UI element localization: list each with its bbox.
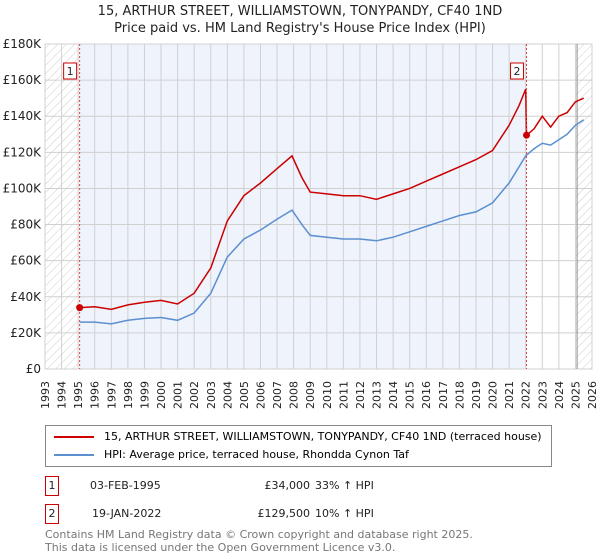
x-tick-label: 2005	[238, 381, 251, 409]
sale-point	[523, 131, 531, 139]
y-tick-label: £20K	[10, 326, 42, 340]
transaction-date: 19-JAN-2022	[92, 507, 162, 520]
y-tick-label: £40K	[10, 290, 42, 304]
transaction-hpi: 33% ↑ HPI	[315, 479, 374, 492]
x-tick-label: 1995	[72, 381, 85, 409]
x-tick-label: 2019	[470, 381, 483, 409]
marker-badge: 2	[45, 504, 59, 524]
x-tick-label: 2026	[586, 381, 599, 409]
sale-point	[76, 304, 84, 312]
x-tick-label: 2012	[354, 381, 367, 409]
x-tick-label: 2004	[221, 381, 234, 409]
y-tick-label: £140K	[3, 109, 43, 123]
y-tick-label: £80K	[10, 218, 42, 232]
transaction-date: 03-FEB-1995	[90, 479, 161, 492]
ownership-period-shade	[79, 44, 527, 369]
price-chart: 1993 1994 1995 1996 1997 1998 1999 2000 2001 2002…	[3, 37, 599, 409]
footer-licence: This data is licensed under the Open Gov…	[45, 541, 396, 554]
transaction-price: £129,500	[257, 507, 311, 520]
hpi-line	[79, 119, 585, 325]
x-tick-label: 2022	[520, 381, 533, 409]
x-tick-label: 1999	[138, 381, 151, 409]
x-tick-label: 2006	[254, 381, 267, 409]
x-tick-label: 2024	[553, 381, 566, 409]
x-tick-label: 1996	[89, 381, 102, 409]
transaction-row: 1 03-FEB-1995 £34,000 33% ↑ HPI	[45, 476, 545, 496]
legend-red-line	[54, 435, 94, 438]
y-tick-label: £0	[26, 362, 41, 376]
legend-hpi: HPI: Average price, terraced house, Rhon…	[104, 448, 409, 461]
x-tick-label: 2008	[288, 381, 301, 409]
x-tick-label: 2025	[569, 381, 582, 409]
hatched-region-after	[575, 44, 592, 369]
x-tick-label: 2000	[155, 381, 168, 409]
x-tick-label: 2009	[304, 381, 317, 409]
x-tick-label: 2023	[536, 381, 549, 409]
x-tick-label: 2016	[420, 381, 433, 409]
y-tick-label: £160K	[3, 73, 43, 87]
marker-badge: 1	[45, 476, 59, 496]
x-tick-label: 1997	[105, 381, 118, 409]
x-tick-label: 2021	[503, 381, 516, 409]
sale-label-box	[63, 62, 78, 80]
x-tick-label: 2014	[387, 381, 400, 409]
legend-blue-line	[54, 453, 94, 456]
x-tick-label: 2003	[205, 381, 218, 409]
x-tick-label: 2018	[453, 381, 466, 409]
x-tick-label: 1993	[39, 381, 52, 409]
chart-subtitle: Price paid vs. HM Land Registry's House …	[114, 21, 486, 36]
legend: 15, ARTHUR STREET, WILLIAMSTOWN, TONYPAN…	[45, 425, 552, 467]
transaction-price: £34,000	[264, 479, 311, 492]
y-tick-label: £120K	[3, 145, 43, 159]
sale-label: 1	[67, 65, 74, 78]
transaction-row: 2 19-JAN-2022 £129,500 10% ↑ HPI	[45, 504, 545, 524]
x-tick-label: 1994	[56, 381, 69, 409]
transaction-hpi: 10% ↑ HPI	[315, 507, 374, 520]
sale-label-box	[510, 62, 525, 80]
x-tick-label: 2020	[487, 381, 500, 409]
x-tick-label: 2017	[437, 381, 450, 409]
property-price-line	[79, 88, 584, 311]
y-tick-label: £60K	[10, 254, 42, 268]
x-tick-label: 2010	[321, 381, 334, 409]
x-tick-label: 2013	[371, 381, 384, 409]
x-tick-label: 2001	[172, 381, 185, 409]
x-tick-label: 1998	[122, 381, 135, 409]
hatched-region-before	[45, 44, 80, 369]
y-tick-label: £100K	[3, 181, 43, 195]
y-tick-label: £180K	[3, 37, 43, 51]
sale-label: 2	[514, 65, 521, 78]
x-tick-label: 2002	[188, 381, 201, 409]
chart-title: 15, ARTHUR STREET, WILLIAMSTOWN, TONYPAN…	[97, 4, 503, 19]
x-tick-label: 2011	[337, 381, 350, 409]
footer: Contains HM Land Registry data © Crown c…	[45, 528, 473, 554]
footer-copyright: Contains HM Land Registry data © Crown c…	[45, 528, 473, 541]
x-tick-label: 2015	[404, 381, 417, 409]
x-tick-label: 2007	[271, 381, 284, 409]
legend-property: 15, ARTHUR STREET, WILLIAMSTOWN, TONYPAN…	[104, 430, 542, 443]
